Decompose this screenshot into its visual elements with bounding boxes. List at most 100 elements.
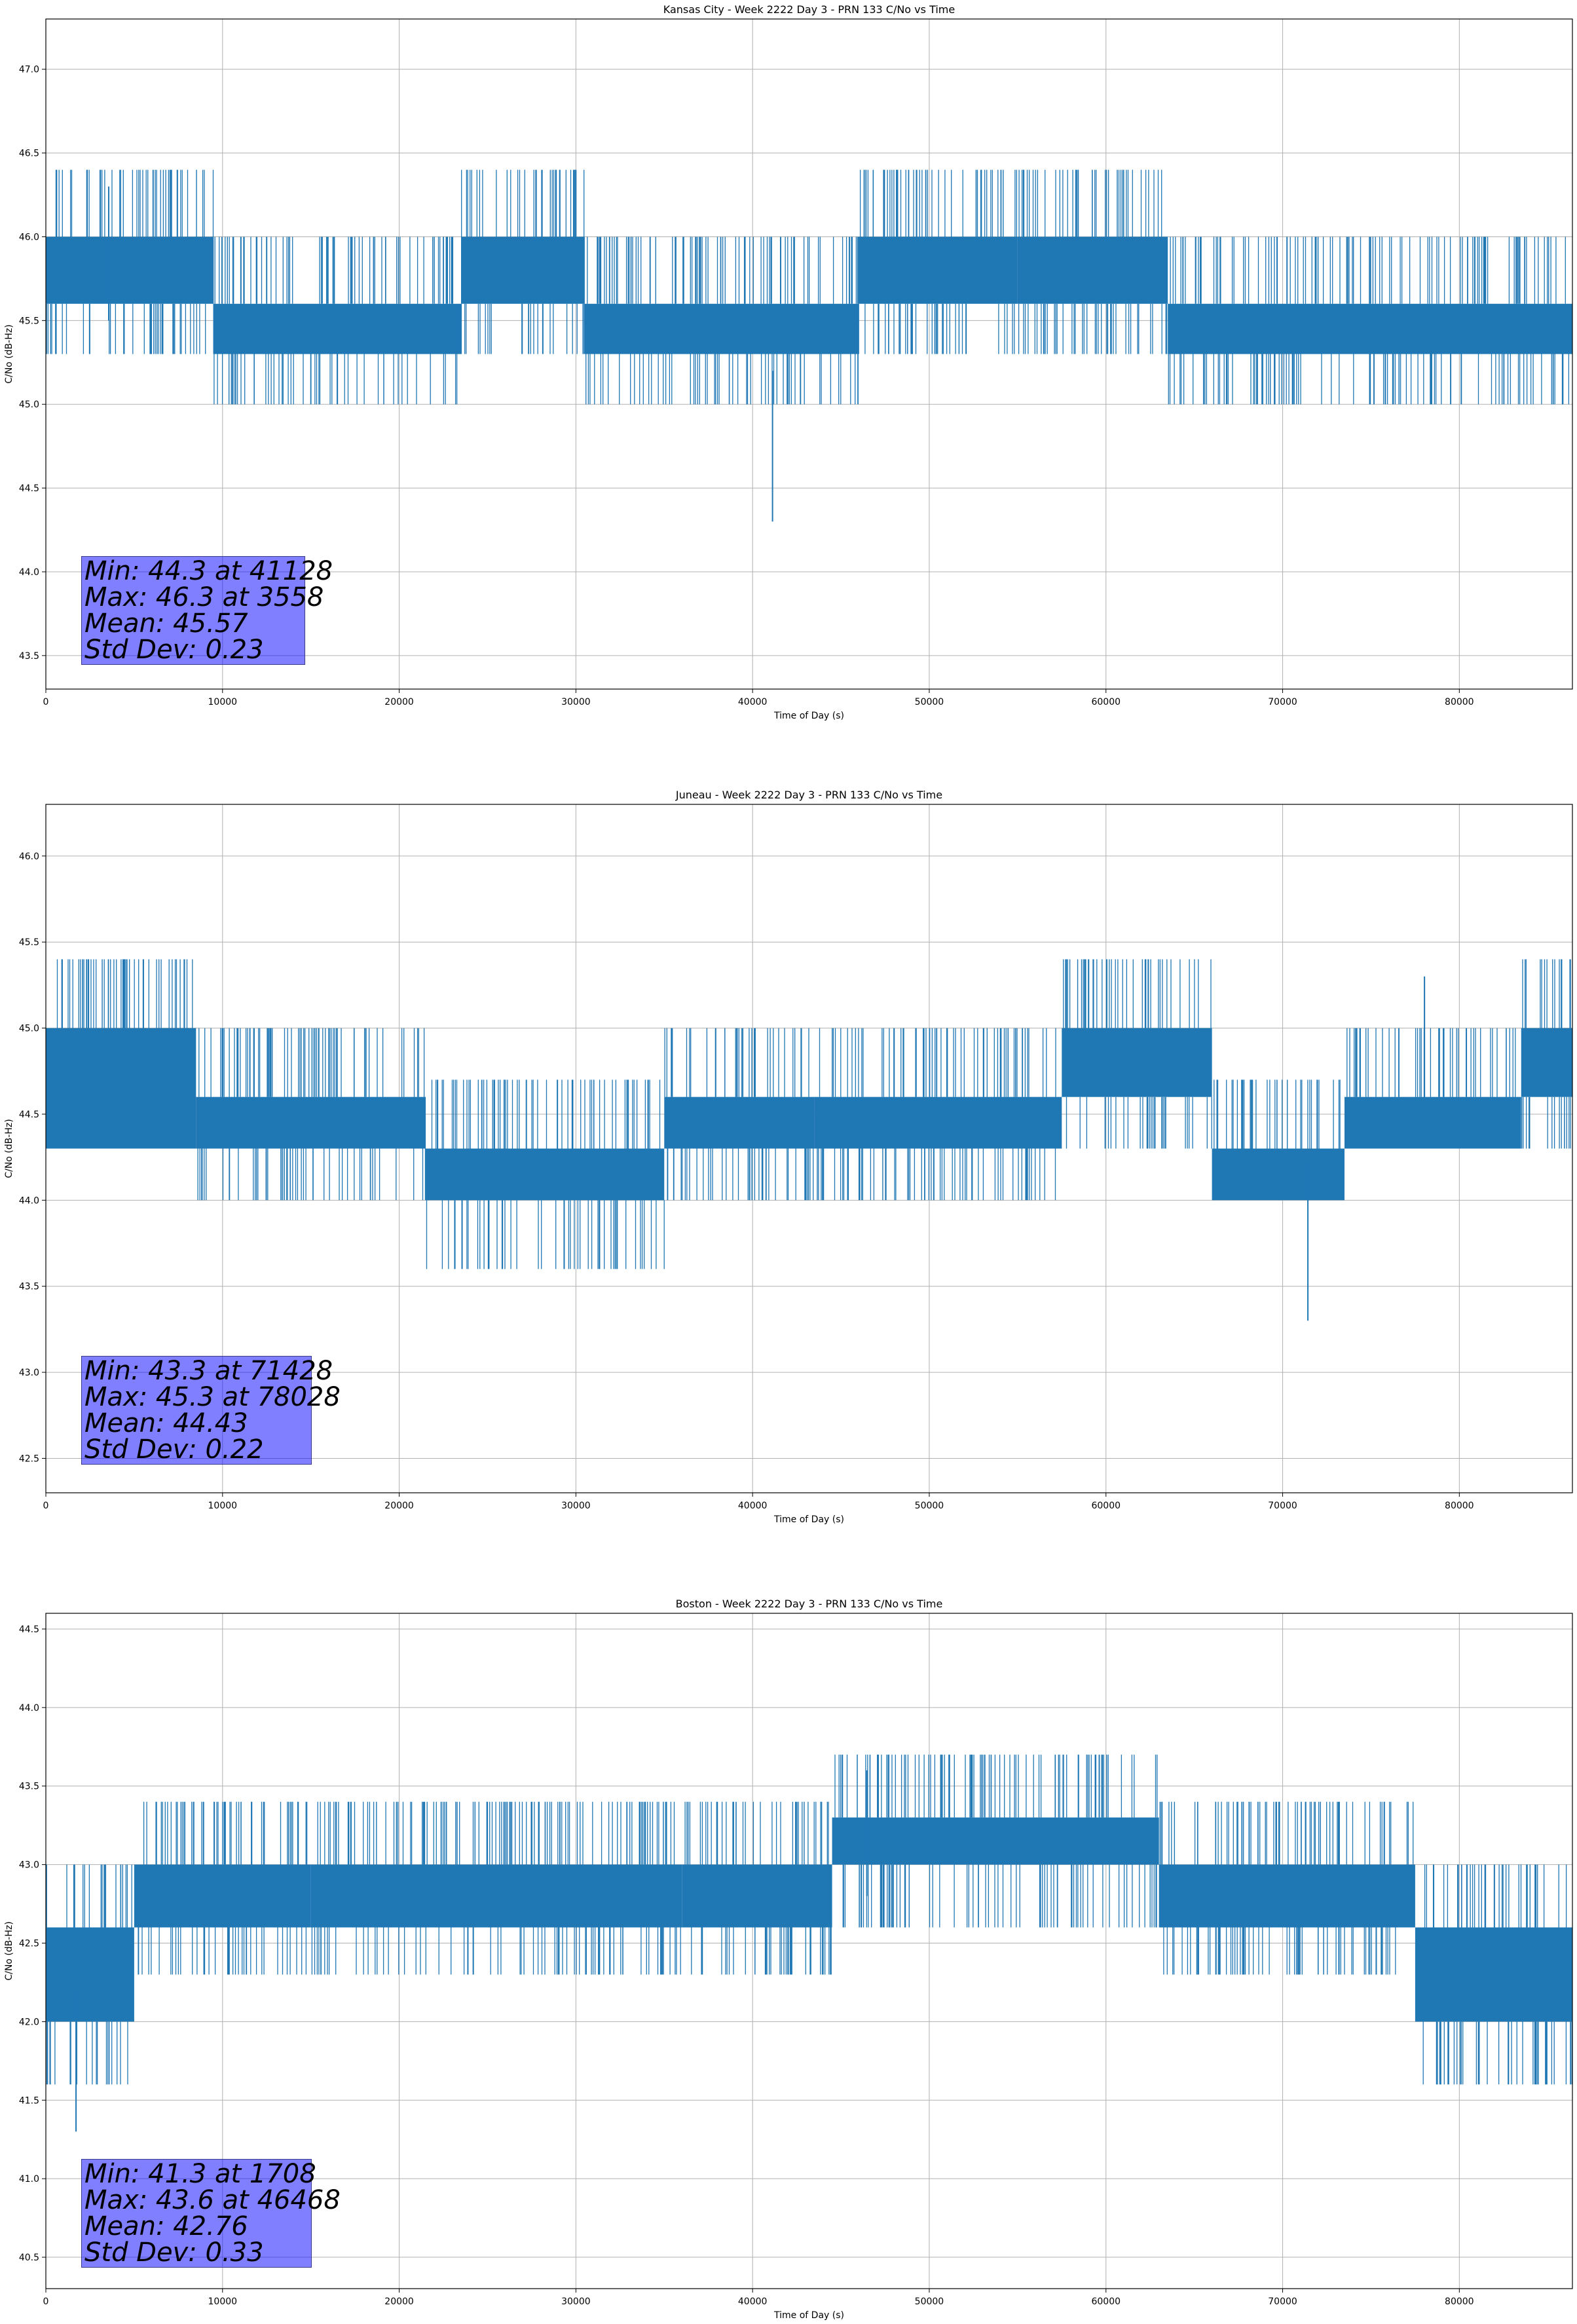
band-spikes [834, 1754, 1158, 1928]
series-line [46, 959, 1572, 1321]
y-tick-label: 45.5 [19, 316, 39, 326]
y-tick-label: 42.5 [19, 1939, 39, 1949]
y-tick-label: 47.0 [19, 65, 39, 75]
chart-juneau-plot: 0 10000 20000 30000 40000 50000 60000 70000 8000… [4, 789, 1573, 1525]
band-spikes [46, 170, 214, 354]
y-tick-label: 42.5 [19, 1453, 39, 1464]
y-tick-label: 45.0 [19, 1024, 39, 1034]
stat-min: Min: 41.3 at 1708 [84, 2159, 316, 2189]
plot-frame [45, 18, 1573, 690]
y-tick-label: 44.5 [19, 1624, 39, 1635]
y-axis-label: C/No (dB-Hz) [4, 324, 14, 383]
y-tick-label: 44.0 [19, 1703, 39, 1714]
band-spikes [817, 1028, 1056, 1201]
x-tick-label: 70000 [1268, 697, 1297, 707]
band-fill [1415, 1927, 1572, 2022]
y-tick-label: 45.0 [19, 400, 39, 410]
stat-max: Max: 45.3 at 78028 [84, 1382, 341, 1412]
band-spikes [1214, 1079, 1341, 1149]
band-spikes [1346, 1028, 1516, 1097]
band-spikes [311, 1801, 681, 1975]
y-tick-label: 44.5 [19, 483, 39, 494]
x-tick-label: 10000 [208, 697, 238, 707]
series-line [46, 170, 1572, 522]
stat-std: Std Dev: 0.33 [84, 2238, 264, 2268]
x-tick-label: 30000 [561, 697, 591, 707]
y-tick-label: 43.5 [19, 1782, 39, 1792]
x-tick-label: 40000 [738, 2296, 768, 2307]
x-tick-label: 20000 [384, 697, 414, 707]
band-spikes [138, 1801, 308, 1975]
x-tick-label: 20000 [384, 1501, 414, 1511]
band-spikes [1521, 959, 1571, 1149]
band-fill [46, 1927, 134, 2022]
stat-std: Std Dev: 0.22 [84, 1434, 264, 1465]
x-tick-label: 40000 [738, 1501, 768, 1511]
y-tick-label: 43.5 [19, 651, 39, 662]
band-spikes [1422, 1864, 1572, 2085]
y-tick-label: 44.0 [19, 567, 39, 578]
band-fill [196, 1096, 426, 1149]
x-tick-label: 10000 [208, 1501, 238, 1511]
stat-std: Std Dev: 0.23 [84, 635, 264, 665]
band-fill [859, 236, 1018, 304]
band-spikes [1063, 959, 1212, 1149]
y-axis-label: C/No (dB-Hz) [4, 1921, 14, 1980]
band-spikes [664, 1028, 814, 1201]
band-spikes [460, 170, 585, 354]
band-fill [134, 1864, 311, 1928]
y-tick-label: 43.5 [19, 1282, 39, 1292]
x-tick-label: 80000 [1445, 1501, 1474, 1511]
stat-max: Max: 46.3 at 3558 [84, 582, 324, 612]
series-line [45, 1754, 1572, 2132]
stats-box-juneau: Min: 43.3 at 71428 Max: 45.3 at 78028 Me… [81, 1356, 341, 1465]
band-fill [814, 1096, 1062, 1149]
stat-mean: Mean: 42.76 [84, 2211, 248, 2241]
band-spikes [213, 236, 458, 405]
chart-title: Boston - Week 2222 Day 3 - PRN 133 C/No … [676, 1598, 943, 1610]
band-fill [1062, 1028, 1212, 1097]
stat-mean: Mean: 44.43 [84, 1408, 248, 1438]
band-fill [1521, 1028, 1572, 1097]
x-axis-label: Time of Day (s) [773, 1514, 844, 1525]
y-tick-label: 43.0 [19, 1860, 39, 1871]
chart-boston-plot: 0 10000 20000 30000 40000 50000 60000 70000 8000… [4, 1598, 1573, 2321]
x-tick-label: 20000 [384, 2296, 414, 2307]
x-tick-label: 50000 [915, 2296, 944, 2307]
x-axis-label: Time of Day (s) [773, 711, 844, 721]
stats-box-kansas-city: Min: 44.3 at 41128 Max: 46.3 at 3558 Mea… [81, 556, 333, 665]
band-fill [426, 1148, 665, 1201]
band-fill [213, 303, 462, 354]
band-fill [584, 303, 859, 354]
y-axis-label: C/No (dB-Hz) [4, 1119, 14, 1178]
chart-kansas-city: 0 10000 20000 30000 40000 50000 60000 70000 8000… [0, 0, 1577, 747]
band-fill [1168, 303, 1572, 354]
x-tick-label: 50000 [915, 1501, 944, 1511]
band-spikes [45, 1864, 132, 2085]
chart-title: Kansas City - Week 2222 Day 3 - PRN 133 … [663, 3, 955, 16]
band-fill [46, 236, 214, 304]
band-spikes [684, 1801, 832, 1975]
y-tick-label: 41.0 [19, 2174, 39, 2184]
band-fill [1344, 1096, 1521, 1149]
band-fill [46, 1028, 196, 1149]
band-spikes [197, 1028, 426, 1201]
band-spikes [1159, 1801, 1414, 1975]
band-spikes [56, 959, 193, 1028]
stat-mean: Mean: 45.57 [84, 609, 248, 639]
x-tick-label: 80000 [1445, 2296, 1474, 2307]
y-tick-label: 40.5 [19, 2253, 39, 2263]
x-tick-label: 60000 [1091, 697, 1121, 707]
x-tick-label: 10000 [208, 2296, 238, 2307]
x-tick-label: 30000 [561, 2296, 591, 2307]
x-tick-label: 70000 [1268, 1501, 1297, 1511]
x-axis-label: Time of Day (s) [773, 2310, 844, 2321]
band-spikes [858, 170, 1017, 354]
chart-juneau: 0 10000 20000 30000 40000 50000 60000 70000 8000… [0, 773, 1577, 1526]
x-tick-label: 0 [43, 2296, 49, 2307]
y-tick-label: 41.5 [19, 2095, 39, 2106]
band-fill [1159, 1864, 1415, 1928]
y-tick-label: 46.0 [19, 232, 39, 242]
chart-kansas-city-plot: 0 10000 20000 30000 40000 50000 60000 70000 8000… [4, 3, 1573, 721]
band-spikes [426, 1079, 665, 1269]
